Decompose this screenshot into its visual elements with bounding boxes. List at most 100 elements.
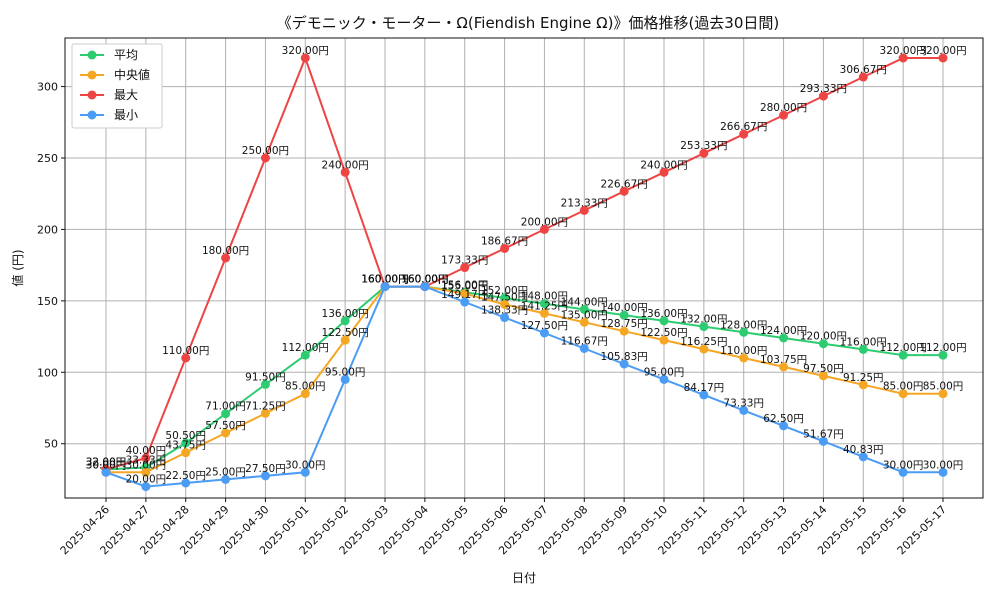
data-label: 40.83円 (843, 444, 884, 456)
data-point (221, 253, 231, 263)
data-label: 144.00円 (561, 296, 608, 308)
data-label: 124.00円 (760, 325, 807, 337)
data-label: 293.33円 (800, 83, 847, 95)
data-point (340, 316, 350, 326)
data-label: 116.67円 (561, 335, 608, 347)
data-label: 128.75円 (601, 318, 648, 330)
plot-area-frame (64, 37, 984, 499)
legend-label: 最大 (114, 88, 138, 102)
series-line (105, 55, 943, 471)
data-label: 156.00円 (441, 279, 488, 291)
data-label: 135.00円 (561, 309, 608, 321)
y-tick-label: 50 (44, 438, 58, 451)
y-tick-label: 300 (37, 81, 58, 94)
data-point (260, 153, 270, 163)
data-label: 85.00円 (923, 381, 964, 393)
data-point (739, 405, 749, 415)
legend-marker (87, 50, 97, 60)
data-label: 112.00円 (880, 342, 927, 354)
data-point (858, 344, 868, 354)
data-point (898, 389, 908, 399)
series-line (105, 285, 943, 471)
data-point (739, 129, 749, 139)
data-label: 116.00円 (840, 336, 887, 348)
data-label: 110.00円 (720, 345, 767, 357)
data-label: 105.83円 (601, 351, 648, 363)
data-label: 173.33円 (441, 255, 488, 267)
data-point (579, 304, 589, 314)
data-label: 160.00円 (401, 274, 448, 286)
data-label: 91.25円 (843, 372, 884, 384)
data-label: 73.33円 (723, 397, 764, 409)
data-point (539, 328, 549, 338)
data-label: 91.50円 (245, 371, 286, 383)
legend-marker (87, 70, 97, 80)
data-point (141, 453, 151, 463)
data-point (619, 186, 629, 196)
data-label: 253.33円 (680, 140, 727, 152)
data-point (221, 428, 231, 438)
data-point (619, 359, 629, 369)
data-label: 30.00円 (86, 459, 127, 471)
data-label: 200.00円 (521, 216, 568, 228)
data-point (539, 299, 549, 309)
data-label: 136.00円 (322, 308, 369, 320)
data-point (938, 53, 948, 63)
legend-marker (87, 90, 97, 100)
data-point (260, 379, 270, 389)
data-label: 25.00円 (205, 466, 246, 478)
series-line (106, 285, 943, 474)
data-label: 160.00円 (361, 274, 408, 286)
series-line (105, 285, 943, 488)
data-label: 149.17円 (441, 289, 488, 301)
data-point (779, 421, 789, 431)
data-label: 128.00円 (720, 319, 767, 331)
data-label: 33.33円 (126, 455, 167, 467)
data-point (659, 167, 669, 177)
data-point (101, 467, 111, 477)
data-label: 136.00円 (640, 308, 687, 320)
data-point (579, 205, 589, 215)
data-label: 43.75円 (165, 440, 206, 452)
data-label: 266.67円 (720, 121, 767, 133)
chart-title: 《デモニック・モーター・Ω(Fiendish Engine Ω)》価格推移(過去… (277, 14, 780, 32)
data-label: 22.50円 (165, 470, 206, 482)
data-label: 85.00円 (285, 381, 326, 393)
legend-label: 最小 (114, 108, 138, 122)
data-point (779, 362, 789, 372)
data-point (181, 448, 191, 458)
data-label: 51.67円 (803, 428, 844, 440)
data-label: 30.00円 (285, 459, 326, 471)
data-point (500, 313, 510, 323)
data-label: 160.00円 (401, 274, 448, 286)
data-label: 30.00円 (86, 459, 127, 471)
data-label: 71.00円 (205, 401, 246, 413)
series-layer (101, 53, 948, 492)
y-tick-label: 250 (37, 152, 58, 165)
y-axis: 50 100 150 200 250 300 (37, 81, 65, 451)
data-label: 112.00円 (919, 342, 966, 354)
data-label: 50.50円 (165, 430, 206, 442)
data-label: 116.25円 (680, 336, 727, 348)
data-point (260, 471, 270, 481)
data-point (340, 335, 350, 345)
data-point (619, 310, 629, 320)
data-point (260, 408, 270, 418)
data-label: 141.25円 (521, 300, 568, 312)
data-label: 138.33円 (481, 305, 528, 317)
data-label: 186.67円 (481, 235, 528, 247)
data-label: 155.00円 (441, 281, 488, 293)
data-label: 95.00円 (325, 366, 366, 378)
data-label: 122.50円 (322, 327, 369, 339)
data-point (500, 293, 510, 303)
y-tick-label: 100 (37, 366, 58, 379)
data-label: 240.00円 (322, 159, 369, 171)
data-point (818, 339, 828, 349)
data-label: 112.00円 (282, 342, 329, 354)
data-point (181, 478, 191, 488)
data-point (699, 390, 709, 400)
data-label: 306.67円 (840, 64, 887, 76)
data-label: 213.33円 (561, 197, 608, 209)
data-label: 122.50円 (640, 327, 687, 339)
